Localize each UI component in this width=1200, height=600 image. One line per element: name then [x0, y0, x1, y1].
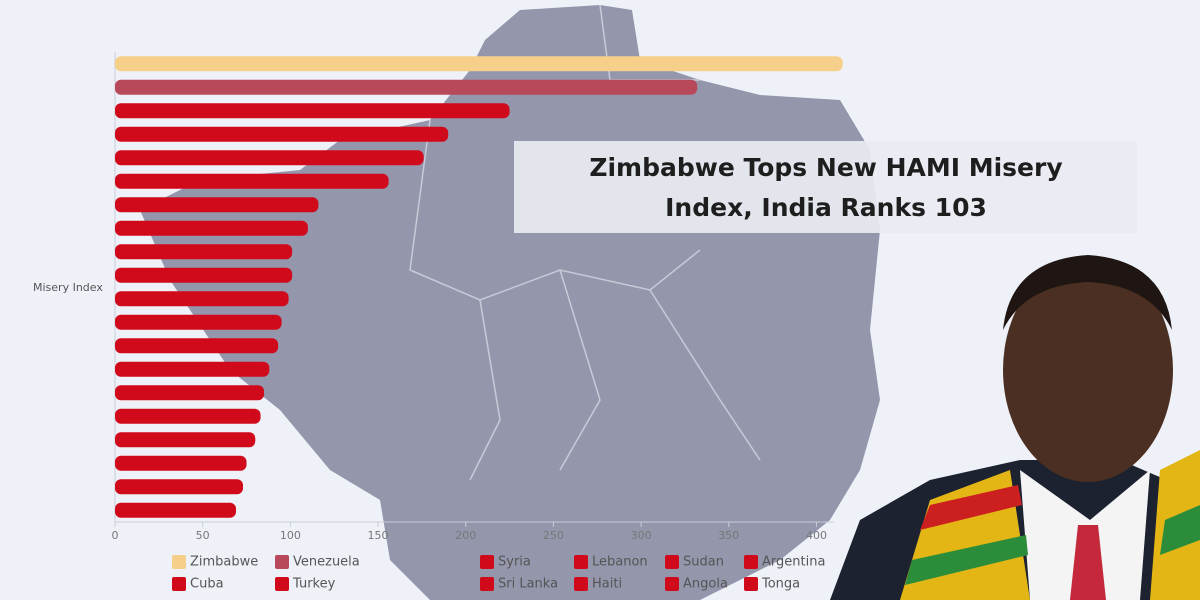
photo: [830, 255, 1200, 600]
bar: [115, 103, 510, 119]
bar: [115, 150, 424, 166]
bar: [115, 79, 698, 95]
legend-swatch: [574, 577, 588, 591]
x-tick-label: 400: [806, 529, 827, 542]
x-tick-label: 350: [718, 529, 739, 542]
legend-label: Sudan: [683, 555, 724, 570]
legend-swatch: [665, 555, 679, 569]
headline: Index, India Ranks 103: [665, 193, 987, 222]
bar: [115, 502, 237, 518]
bar: [115, 479, 244, 495]
legend-swatch: [480, 577, 494, 591]
legend-swatch: [665, 577, 679, 591]
legend-label: Lebanon: [592, 555, 648, 570]
x-tick-label: 200: [455, 529, 476, 542]
hair: [1003, 255, 1172, 330]
legend-label: Turkey: [292, 577, 336, 592]
chart: 0 50 100 150 200 250 300 350 400 Misery Index Zimb…: [33, 52, 843, 592]
legend-label: Sri Lanka: [498, 577, 558, 592]
legend-swatch: [744, 555, 758, 569]
x-tick-label: 150: [368, 529, 389, 542]
legend-swatch: [275, 577, 289, 591]
scarf-stripe: [905, 535, 1028, 585]
bar: [115, 455, 247, 471]
x-tick-label: 0: [112, 529, 119, 542]
legend-swatch: [275, 555, 289, 569]
bar: [115, 220, 308, 236]
x-tick-label: 250: [543, 529, 564, 542]
legend-swatch: [744, 577, 758, 591]
scarf-stripe: [1160, 505, 1200, 555]
y-axis-label: Misery Index: [33, 281, 103, 294]
bar: [115, 314, 282, 330]
bar: [115, 408, 261, 424]
map-borders: [409, 4, 761, 481]
legend-label: Angola: [683, 577, 728, 592]
bar: [115, 126, 449, 142]
legend-label: Tonga: [761, 577, 800, 592]
legend-label: Cuba: [190, 577, 224, 592]
bar: [115, 432, 256, 448]
bar: [115, 361, 270, 377]
bar: [115, 56, 843, 72]
x-tick-label: 300: [631, 529, 652, 542]
legend-label: Venezuela: [293, 555, 360, 570]
x-tick-label: 50: [196, 529, 210, 542]
scarf-stripe: [920, 485, 1022, 530]
legend-label: Syria: [498, 555, 531, 570]
legend-label: Argentina: [762, 555, 825, 570]
legend-swatch: [480, 555, 494, 569]
headline-box: [514, 141, 1137, 233]
legend-swatch: [574, 555, 588, 569]
tie: [1070, 525, 1106, 600]
bar: [115, 173, 389, 189]
legend-label: Zimbabwe: [190, 555, 258, 570]
bar: [115, 244, 293, 260]
bar: [115, 197, 319, 213]
head: [1003, 258, 1173, 482]
headline: Zimbabwe Tops New HAMI Misery: [589, 153, 1062, 182]
bar: [115, 267, 293, 283]
legend-swatch: [172, 555, 186, 569]
legend-swatch: [172, 577, 186, 591]
bar: [115, 291, 289, 307]
bar: [115, 385, 265, 401]
legend-label: Haiti: [592, 577, 622, 592]
bar: [115, 338, 279, 354]
x-tick-label: 100: [280, 529, 301, 542]
